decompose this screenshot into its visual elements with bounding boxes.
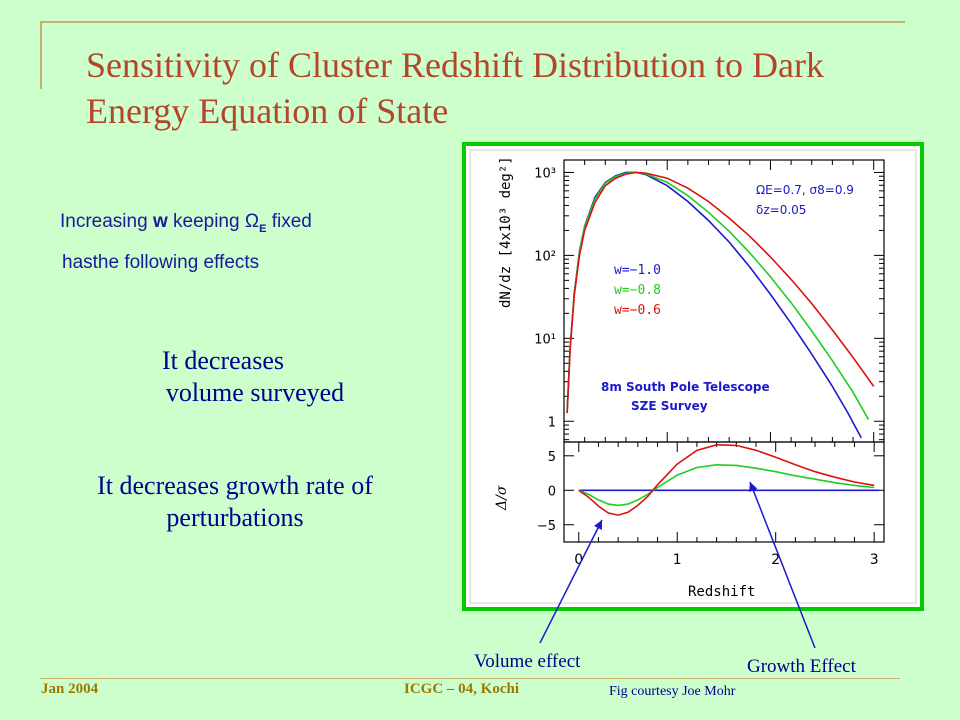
top-panel: 1 10¹ 10² 10³ w=−1.0 w=−0.8 w=−0.6 [534,159,885,443]
bottom-xtick-label: 2 [771,552,780,568]
survey-line2: SZE Survey [631,399,708,413]
intro-suffix: fixed [266,211,312,232]
bottom-plot-frame [563,441,885,543]
bottom-ytick-label: 5 [548,450,556,465]
top-ytick-label: 10³ [534,166,556,181]
volume-effect-label: Volume effect [474,651,581,672]
bottom-ytick-label: 0 [548,484,556,499]
top-rule [40,21,905,23]
bottom-ylabel: Δ/σ [494,485,510,511]
bottom-xtick-label: 3 [870,552,879,568]
top-ytick-label: 1 [548,415,556,430]
footer-date: Jan 2004 [41,681,99,697]
figure-inner-border [469,149,917,604]
delta-line-1 [578,463,875,507]
statement-volume-line2: volume surveyed [165,378,345,407]
bottom-rule [40,678,900,679]
params-line1: ΩE=0.7, σ8=0.9 [756,183,854,197]
growth-effect-label: Growth Effect [747,656,856,677]
slide-title: Sensitivity of Cluster Redshift Distribu… [86,45,824,131]
series-line-2 [566,171,875,414]
figure-frame: 1 10¹ 10² 10³ w=−1.0 w=−0.8 w=−0.6 5 0 −5 0 1 2 3 dN… [462,142,924,611]
left-rule [40,21,42,89]
legend-entry-1: w=−0.8 [614,283,661,298]
survey-line1: 8m South Pole Telescope [601,380,770,394]
statement-growth: It decreases growth rate of perturbation… [97,471,373,532]
intro-line2: hasthe following effects [62,251,260,273]
figure-svg: 1 10¹ 10² 10³ w=−1.0 w=−0.8 w=−0.6 5 0 −5 0 1 2 3 dN… [469,149,917,604]
intro-text: Increasing w keeping ΩE fixed hasthe fol… [60,205,460,280]
top-ytick-label: 10¹ [534,332,556,347]
top-ytick-label: 10² [534,249,556,264]
intro-keeping: keeping [167,211,245,232]
intro-line1: Increasing w keeping ΩE fixed [60,211,312,235]
statement-volume: It decreases volume surveyed [90,345,420,409]
footer-credit: Fig courtesy Joe Mohr [609,684,736,699]
statement-volume-line1: It decreases [162,346,284,375]
intro-prefix: Increasing [60,211,153,232]
intro-omega-sub: E [259,222,267,235]
legend-entry-2: w=−0.6 [614,303,661,318]
footer-conference: ICGC – 04, Kochi [404,681,520,697]
bottom-ytick-label: −5 [537,519,556,534]
intro-w: w [152,211,168,232]
intro-omega: Ω [244,211,260,232]
top-ylabel: dN/dz [4x10³ deg²] [498,156,514,308]
bottom-xlabel: Redshift [688,584,755,600]
legend-entry-0: w=−1.0 [614,263,661,278]
delta-line-2 [578,443,875,516]
bottom-xtick-label: 1 [673,552,682,568]
params-line2: δz=0.05 [756,203,806,217]
bottom-xtick-label: 0 [574,552,583,568]
